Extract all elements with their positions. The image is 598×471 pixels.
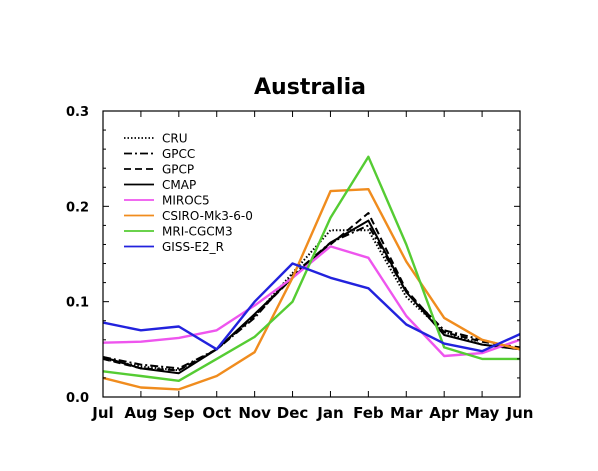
y-tick-label: 0.1	[66, 296, 89, 311]
x-tick-label: Mar	[390, 404, 423, 422]
axes: 0.0 0.1 0.2 0.3 Jul Aug Sep Oct Nov Dec Jan Feb Mar A…	[66, 105, 534, 422]
x-tick-label: Jul	[91, 404, 113, 422]
x-tick-label: Feb	[353, 404, 384, 422]
legend-label: CRU	[162, 132, 188, 146]
x-tick-label: Jun	[506, 404, 534, 422]
y-tick-label: 0.3	[66, 105, 89, 120]
legend-label: CSIRO-Mk3-6-0	[162, 209, 253, 223]
legend-label: GISS-E2_R	[162, 240, 224, 254]
x-tick-label: May	[465, 404, 500, 422]
series-line-gpcp	[102, 212, 521, 372]
series-line-mri-cgcm3	[102, 155, 520, 382]
y-tick-label: 0.0	[66, 391, 89, 406]
y-tick-label: 0.2	[66, 200, 89, 215]
legend-label: MIROC5	[162, 194, 210, 208]
x-tick-label: Apr	[429, 404, 459, 422]
x-tick-label: Dec	[277, 404, 309, 422]
legend-label: MRI-CGCM3	[162, 225, 233, 239]
series-line-miroc5	[102, 245, 521, 358]
series-line-giss-e2-r	[102, 262, 521, 353]
series-line-csiro-mk3-6-0	[102, 187, 521, 391]
x-tick-label: Oct	[202, 404, 231, 422]
legend-label: GPCC	[162, 147, 195, 161]
plot-frame	[102, 110, 521, 398]
x-tick-label: Jan	[316, 404, 343, 422]
x-tick-label: Nov	[238, 404, 271, 422]
series-line-gpcc	[102, 224, 521, 370]
legend-label: CMAP	[162, 178, 196, 192]
x-tick-label: Sep	[163, 404, 195, 422]
x-tick-label: Aug	[124, 404, 157, 422]
chart-title: Australia	[254, 75, 366, 100]
legend-label: GPCP	[162, 163, 194, 177]
plot-area	[102, 155, 521, 391]
